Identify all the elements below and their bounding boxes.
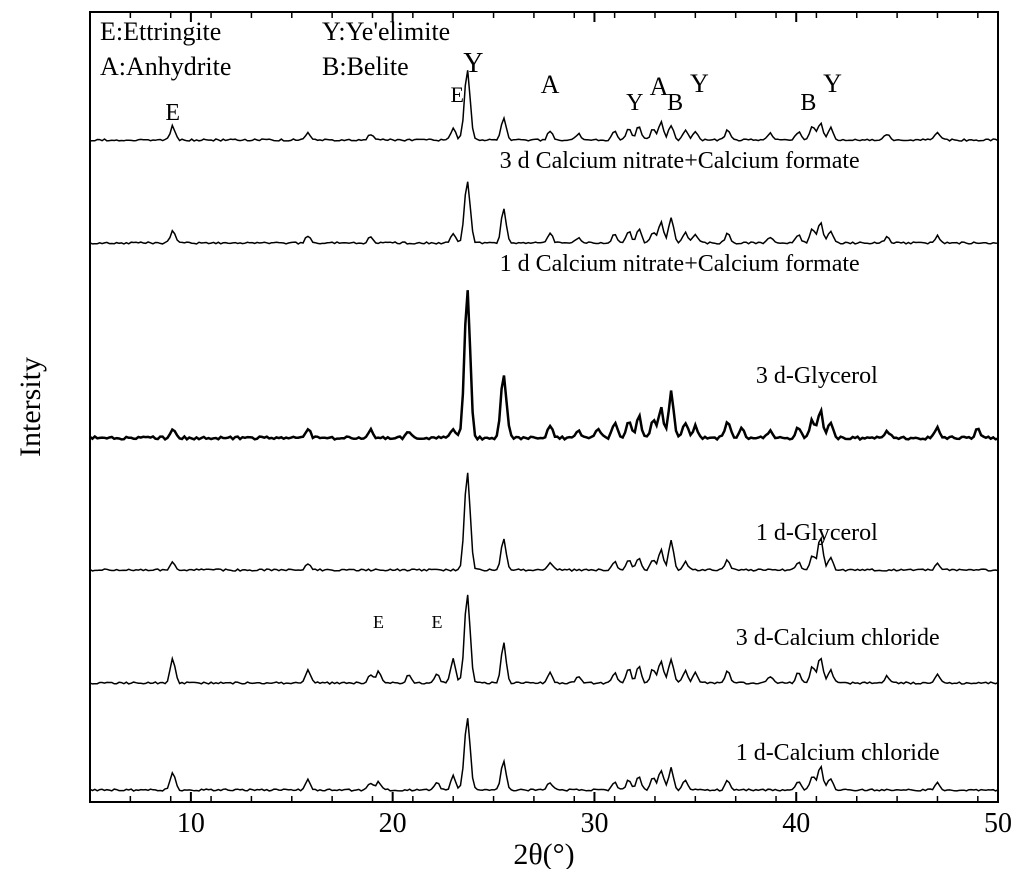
x-tick-label: 20 [379, 808, 407, 839]
x-axis-label: 2θ(°) [513, 838, 574, 869]
xrd-chart: 10 20 30 40 50 2θ(°) Intersity E:Ettringite Y:Ye… [0, 0, 1016, 869]
peak-label: E [165, 100, 180, 126]
x-tick-label: 30 [580, 808, 608, 839]
peak-label: E [373, 612, 384, 632]
peak-label: Y [626, 90, 643, 116]
trace-label: 3 d-Glycerol [756, 363, 878, 389]
peak-label: Y [690, 69, 709, 98]
x-tick-label: 40 [782, 808, 810, 839]
peak-label: A [650, 72, 669, 101]
trace-label: 1 d-Calcium chloride [736, 740, 940, 766]
x-tick-label: 10 [177, 808, 205, 839]
legend-key: Y:Ye'elimite [322, 17, 450, 46]
y-axis-label: Intersity [14, 357, 47, 457]
trace-label: 1 d Calcium nitrate+Calcium formate [500, 251, 860, 277]
legend-key: B:Belite [322, 52, 409, 81]
peak-label: Y [463, 48, 483, 79]
trace-label: 1 d-Glycerol [756, 520, 878, 546]
peak-label: E [451, 82, 464, 107]
peak-label: B [667, 90, 683, 116]
trace-label: 3 d-Calcium chloride [736, 625, 940, 651]
chart-svg: 10 20 30 40 50 2θ(°) Intersity E:Ettringite Y:Ye… [0, 0, 1016, 869]
xrd-trace [90, 182, 998, 244]
peak-label: A [541, 70, 560, 99]
peak-label: E [432, 612, 443, 632]
x-tick-label: 50 [984, 808, 1012, 839]
peak-label: Y [823, 69, 842, 98]
peak-label: B [800, 90, 816, 116]
legend-key: E:Ettringite [100, 17, 221, 46]
legend-key: A:Anhydrite [100, 52, 231, 81]
trace-label: 3 d Calcium nitrate+Calcium formate [500, 148, 860, 174]
